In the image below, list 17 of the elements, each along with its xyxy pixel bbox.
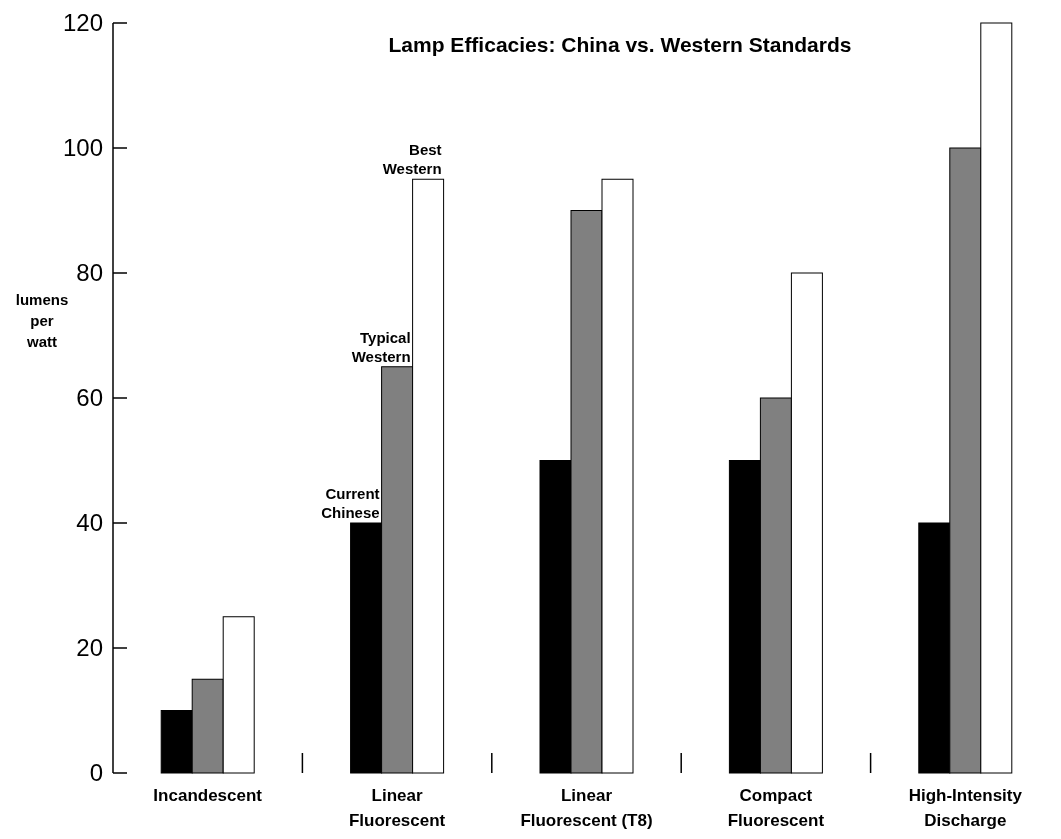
y-tick-label: 120 [62, 9, 103, 37]
y-tick-label: 20 [76, 634, 103, 662]
x-tick-label: High-Intensity Discharge [908, 786, 1023, 830]
y-tick-label: 60 [76, 384, 103, 412]
y-tick-label: 40 [76, 509, 103, 537]
y-tick-label: 100 [62, 134, 103, 162]
series-label: Typical Western [351, 328, 411, 365]
series-label: Best Western [382, 141, 442, 178]
text: Lamp Efficacies: China vs. Western Standards [388, 33, 852, 56]
x-tick-label: Compact Fluorescent [727, 786, 825, 830]
x-tick-label: Linear Fluorescent (T8) [520, 786, 653, 830]
y-axis-title: lumens per watt [15, 291, 69, 350]
x-tick-label: Incandescent [153, 786, 263, 805]
y-tick-label: 80 [76, 259, 103, 287]
y-tick-label: 0 [89, 759, 103, 787]
series-label: Current Chinese [321, 485, 380, 521]
x-tick-label: Linear Fluorescent [348, 786, 446, 830]
